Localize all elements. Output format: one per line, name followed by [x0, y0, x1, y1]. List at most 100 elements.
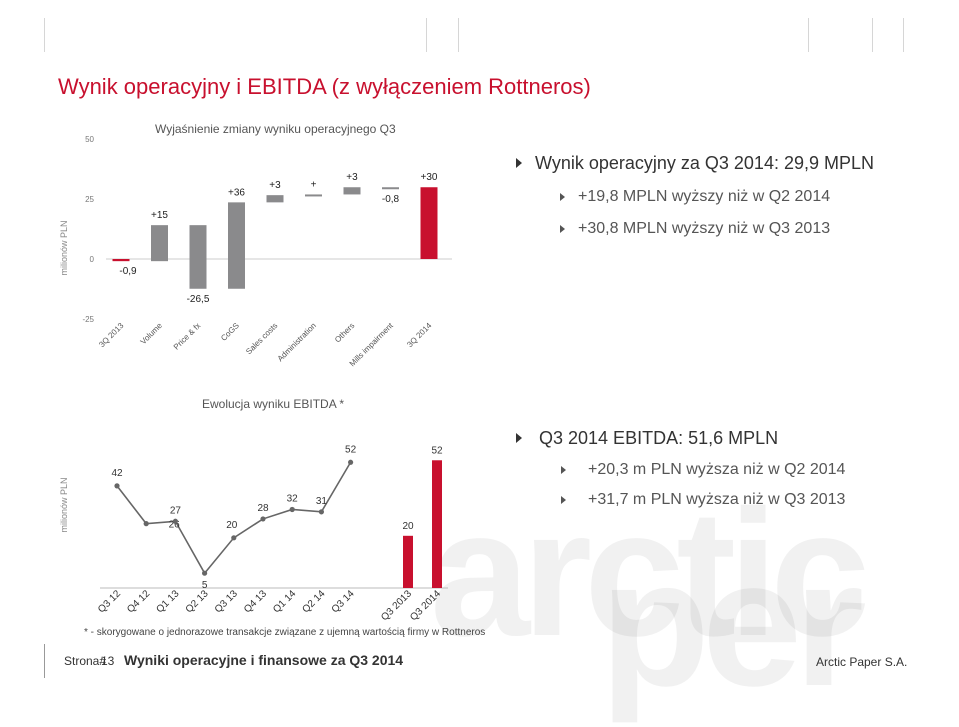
ebitda-title: Ewolucja wyniku EBITDA *	[202, 397, 344, 411]
x-tick-label: Q3 13	[213, 588, 240, 615]
line-point	[231, 535, 237, 541]
divider	[872, 18, 873, 52]
y-tick-label: 50	[85, 135, 94, 144]
bullet-main: Q3 2014 EBITDA: 51,6 MPLN	[516, 428, 845, 449]
page-label: Strona#	[64, 654, 107, 668]
data-label: +	[311, 179, 317, 190]
x-tick-label: Q4 12	[125, 588, 152, 615]
x-tick-label: Q3 2014	[408, 588, 443, 623]
data-label: 5	[202, 580, 208, 591]
waterfall-bar	[382, 187, 399, 190]
x-tick-label: Q3 12	[96, 588, 123, 615]
waterfall-bar	[305, 194, 322, 197]
line-point	[114, 483, 120, 489]
company-name: Arctic Paper S.A.	[816, 655, 908, 669]
line-point	[143, 521, 149, 527]
waterfall-bar	[151, 225, 168, 262]
data-label: 52	[431, 445, 443, 456]
footer-divider	[44, 644, 45, 678]
bullet-main-text: Wynik operacyjny za Q3 2014: 29,9 MPLN	[535, 153, 875, 173]
divider	[458, 18, 459, 52]
divider	[426, 18, 427, 52]
waterfall-y-label: milionów PLN	[59, 220, 69, 275]
operating-result-bullets: Wynik operacyjny za Q3 2014: 29,9 MPLN +…	[516, 153, 874, 238]
data-label: +3	[346, 172, 358, 183]
waterfall-bar	[266, 195, 284, 203]
data-label: 32	[287, 493, 299, 504]
data-label: 26	[169, 520, 181, 531]
line-point	[348, 459, 354, 465]
arrow-right-icon	[516, 433, 522, 443]
ebitda-chart: Ewolucja wyniku EBITDA * milionów PLN 42…	[59, 397, 448, 623]
data-label: +3	[269, 180, 281, 191]
bullet-sub: +31,7 m PLN wyższa niż w Q3 2013	[516, 491, 845, 509]
x-tick-label: 3Q 2013	[97, 321, 125, 349]
waterfall-chart: Wyjaśnienie zmiany wyniku operacyjnego Q…	[59, 122, 452, 368]
y-tick-label: 25	[85, 195, 94, 204]
waterfall-bar	[228, 202, 245, 289]
x-tick-label: Sales costs	[244, 321, 279, 356]
ebitda-line	[116, 461, 352, 575]
divider	[808, 18, 809, 52]
line-point	[260, 516, 266, 522]
x-tick-label: Volume	[139, 321, 165, 347]
bullet-sub: +30,8 MPLN wyższy niż w Q3 2013	[516, 220, 874, 238]
ebitda-bar	[432, 460, 442, 588]
data-label: +30	[421, 172, 438, 183]
charts-canvas: Wyjaśnienie zmiany wyniku operacyjnego Q…	[59, 122, 452, 623]
data-label: -0,9	[119, 266, 137, 277]
data-label: -0,8	[382, 194, 400, 205]
divider	[44, 18, 45, 52]
bullet-main-text: Q3 2014 EBITDA: 51,6 MPLN	[539, 428, 779, 448]
x-tick-label: Q4 13	[242, 588, 269, 615]
arrow-right-icon	[560, 225, 565, 233]
line-point	[318, 509, 324, 515]
line-point	[289, 506, 295, 513]
footnote: * - skorygowane o jednorazowe transakcje…	[84, 627, 486, 638]
page-number: 13	[101, 654, 115, 668]
data-label: 20	[226, 520, 238, 531]
data-label: 52	[345, 444, 357, 455]
ebitda-bar	[403, 535, 413, 588]
data-label: 27	[170, 505, 182, 516]
x-tick-label: Q3 2013	[379, 588, 414, 623]
ebitda-y-label: milionów PLN	[59, 477, 69, 532]
waterfall-bar	[343, 187, 361, 195]
bullet-sub-text: +19,8 MPLN wyższy niż w Q2 2014	[578, 188, 831, 205]
data-label: +36	[228, 187, 245, 198]
x-tick-label: Price & fx	[172, 321, 203, 352]
x-tick-label: Q3 14	[330, 588, 357, 615]
y-tick-label: 0	[90, 255, 95, 264]
ebitda-bullets: Q3 2014 EBITDA: 51,6 MPLN +20,3 m PLN wy…	[516, 428, 845, 509]
divider	[903, 18, 904, 52]
data-label: 20	[402, 521, 414, 532]
watermark-logo: arctic	[430, 473, 870, 674]
data-label: 31	[316, 496, 328, 507]
bullet-sub: +20,3 m PLN wyższa niż w Q2 2014	[516, 461, 845, 479]
arrow-right-icon	[516, 158, 522, 168]
x-tick-label: Others	[333, 321, 356, 344]
waterfall-bar	[189, 225, 207, 289]
waterfall-bar	[420, 187, 438, 259]
x-tick-label: Q2 14	[300, 588, 327, 615]
x-tick-label: CoGS	[219, 321, 241, 343]
footer-title: Wyniki operacyjne i finansowe za Q3 2014	[124, 652, 404, 668]
x-tick-label: Administration	[276, 321, 318, 363]
data-label: 42	[111, 468, 123, 479]
data-label: +15	[151, 210, 168, 221]
x-tick-label: Q1 14	[271, 588, 298, 615]
bullet-main: Wynik operacyjny za Q3 2014: 29,9 MPLN	[516, 153, 874, 174]
bullet-sub-text: +30,8 MPLN wyższy niż w Q3 2013	[578, 220, 831, 237]
line-point	[172, 518, 178, 524]
bullet-sub-text: +20,3 m PLN wyższa niż w Q2 2014	[588, 461, 846, 478]
line-point	[202, 570, 208, 576]
arrow-right-icon	[560, 193, 565, 201]
data-label: 28	[257, 503, 269, 514]
bullet-sub-text: +31,7 m PLN wyższa niż w Q3 2013	[588, 491, 846, 508]
x-tick-label: Q2 13	[184, 588, 211, 615]
x-tick-label: Q1 13	[154, 588, 181, 615]
x-tick-label: 3Q 2014	[405, 321, 433, 349]
page-title: Wynik operacyjny i EBITDA (z wyłączeniem…	[58, 74, 591, 99]
waterfall-bar	[112, 259, 130, 262]
waterfall-title: Wyjaśnienie zmiany wyniku operacyjnego Q…	[155, 122, 396, 136]
